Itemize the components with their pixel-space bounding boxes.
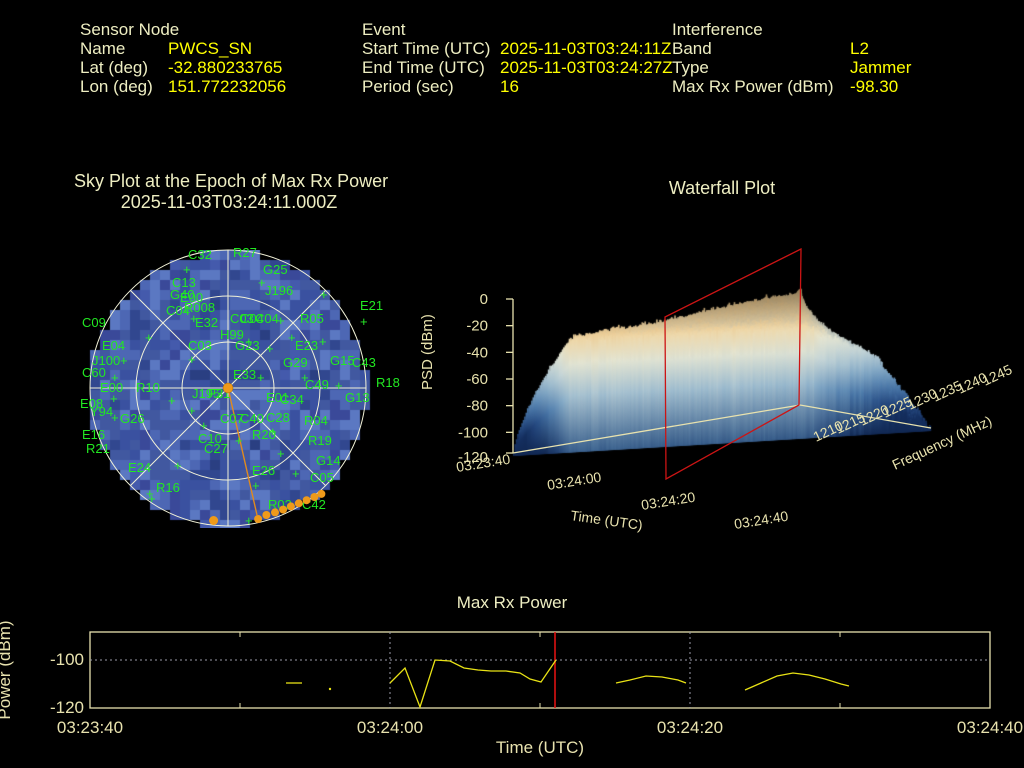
svg-text:Time (UTC): Time (UTC) <box>496 738 584 757</box>
svg-text:+: + <box>292 466 300 481</box>
svg-text:C43: C43 <box>352 355 376 370</box>
svg-text:-80: -80 <box>466 398 488 415</box>
svg-text:+: + <box>360 314 368 329</box>
svg-text:G26: G26 <box>120 411 145 426</box>
svg-text:+: + <box>258 275 266 290</box>
svg-text:+: + <box>335 378 343 393</box>
svg-text:+: + <box>277 313 285 328</box>
svg-text:03:24:00: 03:24:00 <box>546 469 603 493</box>
svg-text:C28: C28 <box>266 410 290 425</box>
svg-text:C27: C27 <box>204 441 228 456</box>
svg-text:+: + <box>301 370 309 385</box>
svg-text:Frequency (MHz): Frequency (MHz) <box>890 413 995 473</box>
svg-text:R27: R27 <box>233 245 257 260</box>
svg-text:E26: E26 <box>252 463 275 478</box>
svg-text:+: + <box>200 418 208 433</box>
svg-text:R05: R05 <box>300 311 324 326</box>
svg-text:E32: E32 <box>195 315 218 330</box>
svg-text:+: + <box>245 513 253 528</box>
svg-text:+: + <box>188 352 196 367</box>
svg-text:0: 0 <box>480 291 488 308</box>
svg-text:+: + <box>190 311 198 326</box>
svg-text:C04: C04 <box>166 303 190 318</box>
svg-text:E33: E33 <box>233 367 256 382</box>
svg-text:C04: C04 <box>255 311 279 326</box>
svg-text:-100: -100 <box>458 424 488 441</box>
svg-text:+: + <box>319 334 327 349</box>
svg-text:+: + <box>257 370 265 385</box>
svg-text:E24: E24 <box>128 460 151 475</box>
svg-text:C60: C60 <box>82 365 106 380</box>
svg-text:03:24:40: 03:24:40 <box>733 508 790 532</box>
svg-text:E23: E23 <box>295 338 318 353</box>
svg-text:G29: G29 <box>283 355 308 370</box>
svg-text:03:24:20: 03:24:20 <box>640 489 697 513</box>
svg-text:+: + <box>111 370 119 385</box>
svg-text:+: + <box>252 478 260 493</box>
svg-text:+: + <box>111 410 119 425</box>
svg-text:03:24:40: 03:24:40 <box>957 718 1023 737</box>
svg-text:PSD (dBm): PSD (dBm) <box>419 314 436 390</box>
svg-text:+: + <box>120 353 128 368</box>
svg-text:+: + <box>145 330 153 345</box>
svg-text:G25: G25 <box>263 262 288 277</box>
svg-text:03:24:00: 03:24:00 <box>357 718 423 737</box>
svg-text:R19: R19 <box>308 433 332 448</box>
svg-text:G14: G14 <box>316 453 341 468</box>
svg-text:R10: R10 <box>136 380 160 395</box>
svg-text:G13: G13 <box>345 390 370 405</box>
svg-text:Power (dBm): Power (dBm) <box>0 620 14 719</box>
svg-text:R21: R21 <box>86 441 110 456</box>
svg-text:-60: -60 <box>466 371 488 388</box>
svg-text:E04: E04 <box>102 338 125 353</box>
svg-text:-20: -20 <box>466 318 488 335</box>
svg-text:+: + <box>235 433 243 448</box>
svg-text:+: + <box>168 393 176 408</box>
svg-text:+: + <box>110 391 118 406</box>
svg-text:1245: 1245 <box>980 361 1015 389</box>
svg-text:03:24:20: 03:24:20 <box>657 718 723 737</box>
svg-text:R18: R18 <box>376 375 400 390</box>
svg-text:C32: C32 <box>188 247 212 262</box>
svg-text:R16: R16 <box>156 480 180 495</box>
svg-text:+: + <box>174 458 182 473</box>
svg-text:+: + <box>183 262 191 277</box>
svg-text:Time (UTC): Time (UTC) <box>570 507 644 533</box>
svg-text:C34: C34 <box>280 392 304 407</box>
svg-text:G15: G15 <box>330 353 355 368</box>
svg-text:+: + <box>320 287 328 302</box>
svg-text:E16: E16 <box>82 427 105 442</box>
svg-text:C05: C05 <box>310 470 334 485</box>
svg-text:J196: J196 <box>265 283 293 298</box>
svg-text:+: + <box>288 330 296 345</box>
svg-text:03:23:40: 03:23:40 <box>57 718 123 737</box>
svg-text:E21: E21 <box>360 298 383 313</box>
svg-text:Y94: Y94 <box>90 404 113 419</box>
svg-text:C03: C03 <box>188 338 212 353</box>
svg-text:+: + <box>188 403 196 418</box>
svg-text:C40: C40 <box>240 411 264 426</box>
svg-text:C09: C09 <box>82 315 106 330</box>
svg-text:+: + <box>245 334 253 349</box>
svg-text:-100: -100 <box>50 650 84 669</box>
svg-text:+: + <box>269 424 277 439</box>
svg-text:-40: -40 <box>466 344 488 361</box>
svg-text:+: + <box>148 491 156 506</box>
svg-text:R04: R04 <box>304 413 328 428</box>
svg-text:+: + <box>277 446 285 461</box>
svg-text:+: + <box>266 341 274 356</box>
svg-text:-120: -120 <box>50 698 84 717</box>
